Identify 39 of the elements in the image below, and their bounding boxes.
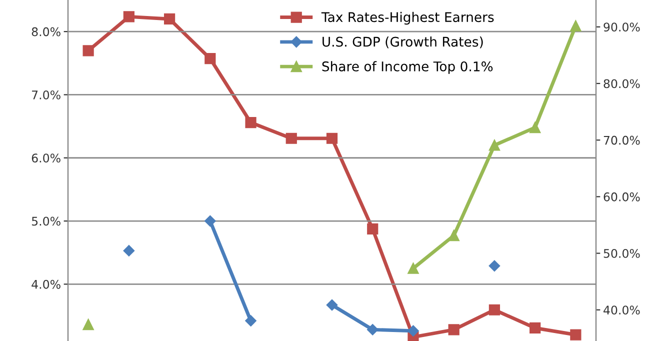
point bbox=[408, 325, 419, 336]
y2-tick-label: 70.0% bbox=[604, 136, 640, 145]
y-tick-label: 4.0% bbox=[32, 280, 60, 289]
point bbox=[326, 132, 338, 144]
point bbox=[204, 53, 216, 64]
y2-tick-label: 40.0% bbox=[604, 306, 640, 315]
point bbox=[326, 299, 338, 311]
point bbox=[570, 329, 582, 340]
point bbox=[82, 319, 94, 330]
point bbox=[164, 13, 176, 25]
y2-tick-label: 60.0% bbox=[604, 192, 640, 202]
point bbox=[488, 304, 500, 316]
point bbox=[488, 140, 500, 151]
point bbox=[530, 322, 541, 334]
point bbox=[530, 122, 541, 134]
point bbox=[570, 20, 582, 32]
point bbox=[408, 262, 419, 274]
y-tick-label: 6.0% bbox=[32, 154, 60, 163]
point bbox=[448, 230, 460, 242]
y-tick-label: 5.0% bbox=[32, 216, 60, 226]
point bbox=[204, 215, 216, 227]
y2-tick-label: 50.0% bbox=[604, 248, 640, 258]
point bbox=[123, 11, 134, 22]
y2-tick-label: 80.0% bbox=[604, 79, 640, 88]
point bbox=[286, 132, 297, 144]
point bbox=[245, 315, 256, 326]
point bbox=[82, 45, 94, 56]
point bbox=[448, 324, 460, 336]
point bbox=[123, 245, 135, 256]
point bbox=[367, 223, 378, 234]
point bbox=[488, 260, 500, 272]
y-tick-label: 8.0% bbox=[32, 27, 60, 36]
legend-label: Share of Income Top 0.1% bbox=[322, 61, 493, 74]
point bbox=[367, 324, 378, 336]
y2-tick-label: 90.0% bbox=[604, 22, 640, 32]
legend-label: U.S. GDP (Growth Rates) bbox=[322, 36, 483, 48]
legend-label: Tax Rates-Highest Earners bbox=[321, 12, 494, 25]
y-tick-label: 7.0% bbox=[32, 90, 60, 100]
point bbox=[245, 116, 256, 128]
